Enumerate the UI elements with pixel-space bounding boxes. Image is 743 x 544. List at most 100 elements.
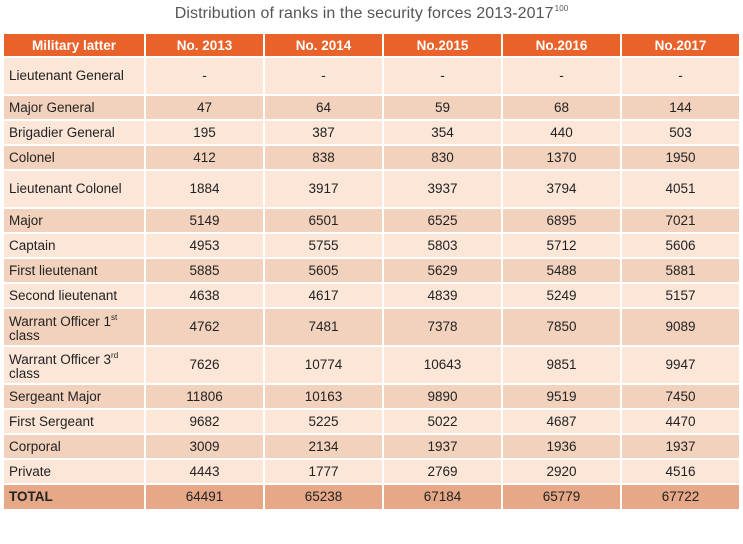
table-cell: 4762 [146, 309, 263, 345]
table-cell: 144 [622, 96, 739, 119]
table-cell: 5606 [622, 234, 739, 257]
table-cell: 9851 [503, 347, 620, 383]
row-label: Warrant Officer 3rd class [4, 347, 144, 383]
table-cell: 5712 [503, 234, 620, 257]
table-cell: 3794 [503, 171, 620, 207]
table-cell: 4687 [503, 410, 620, 433]
table-row: Corporal 3009 2134 1937 1936 1937 [4, 435, 739, 458]
total-cell: 64491 [146, 485, 263, 509]
table-cell: - [146, 58, 263, 94]
table-cell: 9890 [384, 385, 501, 408]
table-cell: - [265, 58, 382, 94]
title-footnote: 100 [554, 4, 569, 13]
table-cell: 2769 [384, 460, 501, 483]
table-cell: - [503, 58, 620, 94]
table-cell: - [622, 58, 739, 94]
row-label-tail: class [9, 366, 40, 381]
table-cell: 5885 [146, 259, 263, 282]
table-cell: 9947 [622, 347, 739, 383]
table-cell: 838 [265, 146, 382, 169]
table-cell: 59 [384, 96, 501, 119]
row-label: Warrant Officer 1st class [4, 309, 144, 345]
row-label: Brigadier General [4, 121, 144, 144]
table-cell: 5755 [265, 234, 382, 257]
table-row: Warrant Officer 1st class 4762 7481 7378 7850… [4, 309, 739, 345]
table-cell: 10163 [265, 385, 382, 408]
table-cell: 68 [503, 96, 620, 119]
total-cell: 65238 [265, 485, 382, 509]
table-row: Major 5149 6501 6525 6895 7021 [4, 209, 739, 232]
row-label-text: Second lieutenant [9, 287, 118, 303]
table-cell: 1884 [146, 171, 263, 207]
table-title-text: Distribution of ranks in the security fo… [174, 5, 554, 22]
total-label: TOTAL [4, 485, 144, 509]
table-title: Distribution of ranks in the security fo… [0, 4, 743, 23]
table-cell: 11806 [146, 385, 263, 408]
table-row: Major General 47 64 59 68 144 [4, 96, 739, 119]
table-row: First Sergeant 9682 5225 5022 4687 4470 [4, 410, 739, 433]
row-label-text: First lieutenant [9, 262, 98, 278]
column-header: No. 2013 [146, 34, 263, 56]
total-row: TOTAL 64491 65238 67184 65779 67722 [4, 485, 739, 509]
row-label-text: Private [9, 463, 52, 479]
table-row: Captain 4953 5755 5803 5712 5606 [4, 234, 739, 257]
row-label-text: Lieutenant General [9, 68, 124, 83]
row-label-text: Lieutenant Colonel [9, 181, 122, 196]
table-cell: 7626 [146, 347, 263, 383]
table-cell: 64 [265, 96, 382, 119]
table-cell: 2920 [503, 460, 620, 483]
table-cell: 195 [146, 121, 263, 144]
table-cell: 387 [265, 121, 382, 144]
table-row: First lieutenant 5885 5605 5629 5488 5881 [4, 259, 739, 282]
row-label: Second lieutenant [4, 284, 144, 307]
table-cell: 6895 [503, 209, 620, 232]
row-label-text: Major [9, 212, 43, 228]
ranks-table: Military latter No. 2013 No. 2014 No.201… [2, 32, 741, 511]
table-cell: 7481 [265, 309, 382, 345]
row-label: Major General [4, 96, 144, 119]
row-label: Captain [4, 234, 144, 257]
table-cell: 3937 [384, 171, 501, 207]
table-cell: 5881 [622, 259, 739, 282]
table-cell: 7850 [503, 309, 620, 345]
table-cell: 5149 [146, 209, 263, 232]
table-row: Colonel 412 838 830 1370 1950 [4, 146, 739, 169]
row-label-text: Captain [9, 237, 56, 253]
table-cell: 2134 [265, 435, 382, 458]
table-cell: 47 [146, 96, 263, 119]
total-cell: 65779 [503, 485, 620, 509]
table-cell: 10774 [265, 347, 382, 383]
column-header: No.2017 [622, 34, 739, 56]
table-cell: 5803 [384, 234, 501, 257]
table-cell: 1950 [622, 146, 739, 169]
table-cell: - [384, 58, 501, 94]
row-label: Sergeant Major [4, 385, 144, 408]
table-cell: 4051 [622, 171, 739, 207]
row-label: Major [4, 209, 144, 232]
table-row: Warrant Officer 3rd class 7626 10774 10643 98… [4, 347, 739, 383]
header-row: Military latter No. 2013 No. 2014 No.201… [4, 34, 739, 56]
row-label: Lieutenant General [4, 58, 144, 94]
table-row: Second lieutenant 4638 4617 4839 5249 5157 [4, 284, 739, 307]
table-cell: 5249 [503, 284, 620, 307]
table-cell: 5488 [503, 259, 620, 282]
table-cell: 354 [384, 121, 501, 144]
row-label-superscript: st [111, 313, 118, 322]
table-cell: 1370 [503, 146, 620, 169]
row-label-text: Major General [9, 99, 95, 115]
table-row: Lieutenant Colonel 1884 3917 3937 3794 4051 [4, 171, 739, 207]
table-cell: 440 [503, 121, 620, 144]
table-cell: 5157 [622, 284, 739, 307]
table-cell: 3009 [146, 435, 263, 458]
row-label-text: First Sergeant [9, 413, 94, 429]
table-cell: 6525 [384, 209, 501, 232]
row-label: First Sergeant [4, 410, 144, 433]
row-label-text: Corporal [9, 438, 61, 454]
table-cell: 4516 [622, 460, 739, 483]
table-cell: 412 [146, 146, 263, 169]
table-cell: 1937 [622, 435, 739, 458]
table-cell: 3917 [265, 171, 382, 207]
row-label-text: Colonel [9, 149, 55, 165]
total-cell: 67722 [622, 485, 739, 509]
table-cell: 1777 [265, 460, 382, 483]
